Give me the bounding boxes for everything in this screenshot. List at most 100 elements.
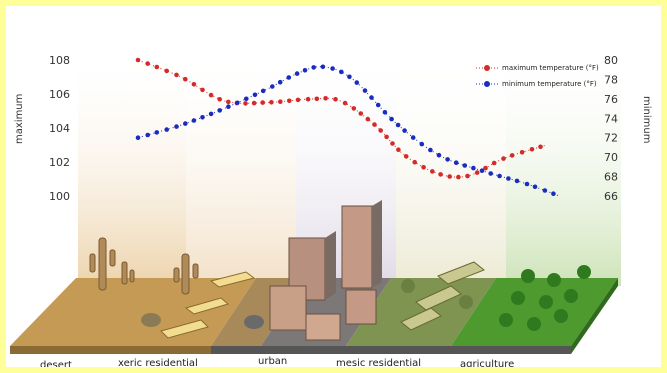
data-point [375, 102, 381, 108]
right-axis-ticks: 80 78 76 74 72 70 68 66 [604, 54, 618, 203]
data-point [369, 95, 374, 100]
data-point [447, 174, 453, 179]
data-point [287, 98, 292, 104]
data-point [323, 96, 328, 101]
data-point [465, 173, 470, 179]
legend-marker-min [484, 81, 490, 87]
data-point [260, 100, 265, 105]
right-tick-label: 76 [604, 93, 618, 106]
data-point [474, 170, 480, 175]
series-minimum-temperature [135, 64, 560, 197]
data-point [514, 178, 520, 184]
data-point [382, 110, 388, 115]
data-point [497, 173, 502, 179]
data-point [551, 191, 556, 196]
data-point [277, 79, 283, 85]
mesic-band [396, 46, 506, 286]
data-point [164, 68, 169, 74]
data-point [358, 111, 364, 116]
data-point [509, 153, 515, 158]
data-point [311, 65, 317, 70]
data-point [456, 174, 461, 180]
data-point [226, 99, 231, 105]
data-point [295, 97, 301, 103]
data-point [488, 171, 494, 176]
data-point [419, 141, 425, 147]
series-line [137, 59, 547, 178]
data-point [145, 61, 150, 66]
right-tick-label: 68 [604, 171, 618, 184]
data-point [269, 100, 274, 105]
zone-label-agriculture: agriculture [460, 359, 514, 367]
data-point [200, 87, 205, 93]
data-point [491, 160, 497, 166]
xeric-band [186, 46, 296, 286]
zone-label-mesic: mesic residential [336, 358, 421, 367]
data-point [403, 154, 409, 159]
data-point [226, 104, 231, 109]
data-point [208, 111, 214, 117]
data-point [483, 165, 488, 171]
data-point [342, 100, 348, 106]
data-point [278, 99, 283, 104]
data-point [396, 147, 401, 152]
legend-marker-max [484, 65, 490, 71]
right-tick-label: 74 [604, 112, 618, 125]
data-point [347, 74, 352, 80]
data-point [243, 101, 248, 106]
data-point [333, 97, 338, 102]
left-axis-label: maximum [14, 94, 25, 144]
data-point [395, 122, 401, 128]
data-point [286, 75, 292, 80]
figure-frame: maximum minimum 108 106 104 102 100 80 78 76 74… [6, 6, 661, 367]
data-point [384, 134, 389, 140]
data-point [174, 124, 179, 129]
data-point [145, 132, 150, 138]
data-point [191, 82, 197, 87]
data-point [430, 169, 435, 174]
data-point [351, 106, 357, 111]
data-point [217, 97, 222, 102]
left-tick-label: 106 [49, 88, 70, 101]
data-point [135, 135, 141, 140]
data-point [365, 116, 371, 122]
data-point [217, 108, 222, 113]
data-point [200, 115, 205, 120]
data-point [412, 159, 418, 165]
data-point [378, 128, 384, 133]
data-point [453, 160, 459, 165]
data-point [354, 80, 360, 85]
data-point [402, 128, 407, 133]
temperature-chart: maximum minimum 108 106 104 102 100 80 78 76 74… [10, 46, 652, 367]
zone-label-urban: urban [258, 356, 287, 367]
building-icon [269, 200, 382, 341]
right-tick-label: 80 [604, 54, 618, 67]
data-point [390, 141, 395, 146]
right-axis-label: minimum [641, 96, 652, 143]
data-point [362, 88, 368, 93]
data-point [445, 157, 450, 162]
right-tick-label: 78 [604, 73, 618, 86]
legend-label-max: maximum temperature (°F) [502, 64, 599, 72]
right-tick-label: 72 [604, 132, 618, 145]
data-point [235, 100, 240, 106]
left-tick-label: 108 [49, 54, 70, 67]
landscape [10, 200, 618, 354]
data-point [410, 135, 416, 140]
data-point [339, 69, 344, 75]
data-point [251, 100, 257, 106]
right-tick-label: 70 [604, 151, 618, 164]
house-icon [141, 271, 264, 339]
data-point [191, 118, 197, 123]
data-point [372, 122, 377, 127]
data-point [320, 64, 326, 70]
agriculture-band [506, 46, 621, 286]
data-point [479, 168, 485, 173]
data-point [532, 184, 538, 190]
data-point [529, 147, 535, 152]
data-point [154, 64, 160, 70]
data-point [506, 176, 511, 181]
data-point [330, 66, 335, 71]
cactus-icon [89, 237, 199, 295]
data-point [462, 163, 468, 168]
